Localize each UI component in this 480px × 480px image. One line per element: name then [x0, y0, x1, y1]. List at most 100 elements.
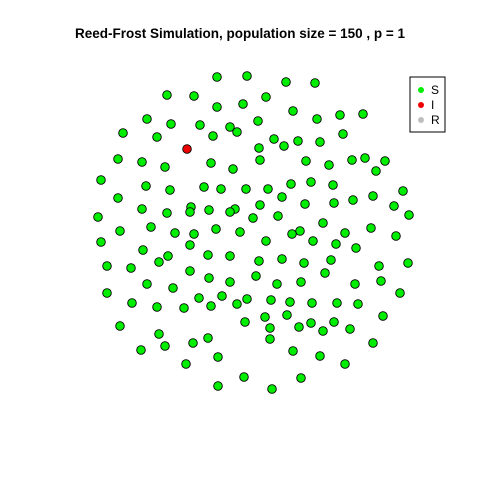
point-s-13	[225, 122, 235, 132]
point-s-35	[255, 155, 265, 165]
point-s-7	[238, 99, 248, 109]
point-s-23	[338, 129, 348, 139]
point-s-41	[96, 175, 106, 185]
point-s-37	[324, 160, 334, 170]
point-s-109	[376, 276, 386, 286]
point-s-95	[326, 255, 336, 265]
point-s-151	[296, 373, 306, 383]
point-s-80	[261, 236, 271, 246]
point-s-11	[166, 119, 176, 129]
point-s-129	[306, 318, 316, 328]
point-s-75	[146, 222, 156, 232]
point-s-24	[208, 131, 218, 141]
point-s-100	[154, 257, 164, 267]
legend-marker-r	[418, 117, 424, 123]
point-s-0	[212, 72, 222, 82]
point-s-147	[315, 351, 325, 361]
point-s-105	[272, 279, 282, 289]
point-s-108	[350, 279, 360, 289]
point-s-46	[241, 184, 251, 194]
point-s-90	[203, 250, 213, 260]
point-s-84	[351, 243, 361, 253]
point-s-77	[189, 229, 199, 239]
point-s-137	[294, 322, 304, 332]
point-s-149	[181, 359, 191, 369]
point-s-117	[285, 297, 295, 307]
point-s-45	[216, 184, 226, 194]
point-s-112	[168, 283, 178, 293]
point-s-15	[312, 114, 322, 124]
point-s-55	[255, 200, 265, 210]
chart-title: Reed-Frost Simulation, population size =…	[75, 26, 406, 41]
point-s-16	[335, 110, 345, 120]
point-s-72	[366, 223, 376, 233]
point-s-133	[154, 329, 164, 339]
point-s-42	[141, 181, 151, 191]
point-s-145	[265, 334, 275, 344]
point-s-43	[165, 185, 175, 195]
point-s-65	[204, 205, 214, 215]
legend-label-r: R	[431, 113, 440, 127]
point-s-111	[142, 279, 152, 289]
point-s-34	[228, 164, 238, 174]
point-s-1	[242, 71, 252, 81]
point-s-63	[162, 208, 172, 218]
point-s-143	[188, 338, 198, 348]
point-s-115	[242, 294, 252, 304]
point-s-87	[138, 245, 148, 255]
point-s-102	[204, 273, 214, 283]
point-s-36	[301, 156, 311, 166]
point-s-110	[102, 288, 112, 298]
point-s-47	[263, 184, 273, 194]
point-s-98	[102, 261, 112, 271]
point-s-61	[93, 212, 103, 222]
point-s-104	[251, 271, 261, 281]
point-s-25	[232, 127, 242, 137]
point-s-127	[260, 312, 270, 322]
point-s-82	[308, 236, 318, 246]
legend-box	[409, 76, 446, 133]
point-s-116	[266, 295, 276, 305]
point-s-135	[240, 317, 250, 327]
point-s-114	[217, 291, 227, 301]
point-s-94	[299, 258, 309, 268]
point-s-118	[307, 298, 317, 308]
point-s-39	[371, 166, 381, 176]
point-s-152	[213, 381, 223, 391]
point-s-9	[288, 106, 298, 116]
point-s-124	[179, 303, 189, 313]
point-s-59	[368, 191, 378, 201]
point-s-29	[380, 156, 390, 166]
legend-marker-s	[418, 87, 424, 93]
point-s-107	[320, 268, 330, 278]
point-s-52	[113, 193, 123, 203]
point-s-78	[211, 224, 221, 234]
point-s-5	[310, 78, 320, 88]
point-s-142	[160, 341, 170, 351]
point-s-69	[295, 226, 305, 236]
point-s-10	[142, 114, 152, 124]
point-s-64	[185, 207, 195, 217]
point-s-128	[282, 310, 292, 320]
point-s-20	[269, 134, 279, 144]
point-s-140	[368, 338, 378, 348]
point-s-101	[185, 266, 195, 276]
point-s-113	[194, 293, 204, 303]
point-s-12	[195, 120, 205, 130]
point-s-40	[398, 186, 408, 196]
point-s-103	[225, 277, 235, 287]
points-layer	[93, 71, 414, 394]
point-s-2	[189, 91, 199, 101]
point-s-153	[267, 384, 277, 394]
point-s-138	[318, 326, 328, 336]
point-s-74	[115, 226, 125, 236]
point-s-60	[389, 201, 399, 211]
legend-label-s: S	[431, 83, 439, 97]
point-s-8	[261, 92, 271, 102]
point-s-126	[232, 299, 242, 309]
legend-marker-i	[418, 102, 424, 108]
point-s-131	[378, 311, 388, 321]
point-s-99	[126, 263, 136, 273]
point-s-76	[170, 228, 180, 238]
